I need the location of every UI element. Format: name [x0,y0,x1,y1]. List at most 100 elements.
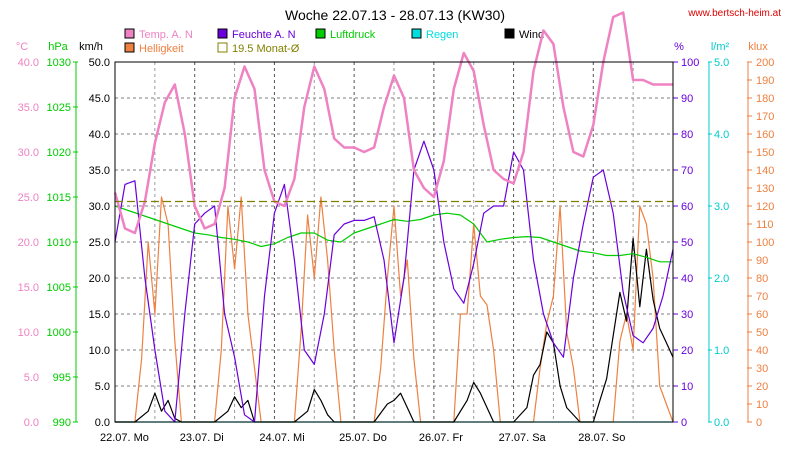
humidity-axis-tick-label: 100 [681,57,699,69]
humidity-axis-tick-label: 30 [681,309,693,321]
legend: Temp. A. N Feuchte A. N Luftdruck Regen Wind… [124,28,544,55]
pressure-axis-tick-label: 1030 [47,57,71,69]
humidity-axis-tick-label: 40 [681,273,693,285]
wind-axis-tick-label: 20.0 [89,273,110,285]
legend-label: Regen [426,29,458,41]
wind-axis-tick-label: 50.0 [89,57,110,69]
plot-frame [114,61,674,423]
chart-title: Woche 22.07.13 - 28.07.13 (KW30) [285,7,505,23]
temp-axis-tick-label: 35.0 [18,102,39,114]
pressure-axis-tick-label: 1005 [47,282,71,294]
pressure-axis-tick-label: 990 [53,417,71,429]
legend-swatch [411,28,422,39]
humidity-axis-tick-label: 70 [681,165,693,177]
rain-axis-tick-label: 5.0 [714,57,729,69]
legend-label: Wind [519,29,544,41]
light-axis-tick-label: 170 [756,111,774,123]
x-axis-labels: 22.07. Mo 23.07. Di 24.07. Mi 25.07. Do 26.0… [100,432,625,444]
light-axis-unit: klux [748,41,768,53]
light-axis: klux 20019018017016015014013012011010090… [747,41,774,429]
temp-axis-tick-label: 0.0 [24,417,39,429]
humidity-axis-tick-label: 80 [681,129,693,141]
x-tick-label: 24.07. Mi [259,432,304,444]
light-axis-tick-label: 20 [756,381,768,393]
legend-swatch [217,42,228,53]
legend-swatch [217,28,228,39]
light-axis-tick-label: 140 [756,165,774,177]
legend-label: Feuchte A. N [232,29,296,41]
wind-axis-tick-label: 0.0 [95,417,110,429]
rain-axis-tick-label: 1.0 [714,345,729,357]
light-axis-tick-label: 40 [756,345,768,357]
light-axis-tick-label: 50 [756,327,768,339]
rain-axis-unit: l/m² [711,41,730,53]
x-tick-label: 28.07. So [578,432,625,444]
light-axis-tick-label: 70 [756,291,768,303]
legend-swatch [124,42,135,53]
temp-axis-tick-label: 40.0 [18,57,39,69]
pressure-axis-tick-label: 1010 [47,237,71,249]
series-luftdruck [114,205,673,263]
humidity-axis-tick-label: 50 [681,237,693,249]
rain-axis: l/m² 5.0 4.0 3.0 2.0 1.0 0.0 [708,41,729,429]
humidity-axis-unit: % [674,41,684,53]
site-url[interactable]: www.bertsch-heim.at [687,8,781,19]
x-tick-label: 22.07. Mo [100,432,149,444]
wind-axis-tick-label: 5.0 [95,381,110,393]
light-axis-tick-label: 10 [756,399,768,411]
temp-axis-tick-label: 30.0 [18,147,39,159]
wind-axis-tick-label: 35.0 [89,165,110,177]
light-axis-tick-label: 30 [756,363,768,375]
wind-axis-tick-label: 40.0 [89,129,110,141]
light-axis-tick-label: 60 [756,309,768,321]
legend-swatch [124,28,135,39]
wind-axis-tick-label: 25.0 [89,237,110,249]
temp-axis-tick-label: 25.0 [18,192,39,204]
x-tick-label: 25.07. Do [339,432,387,444]
light-axis-tick-label: 150 [756,147,774,159]
pressure-axis-tick-label: 1000 [47,327,71,339]
legend-label: Temp. A. N [139,29,193,41]
light-axis-tick-label: 100 [756,237,774,249]
legend-label: Helligkeit [139,43,184,55]
rain-axis-tick-label: 0.0 [714,417,729,429]
temp-axis-tick-label: 15.0 [18,282,39,294]
rain-axis-tick-label: 2.0 [714,273,729,285]
humidity-axis-tick-label: 10 [681,381,693,393]
humidity-axis-tick-label: 0 [681,417,687,429]
pressure-axis-tick-label: 1020 [47,147,71,159]
light-axis-tick-label: 80 [756,273,768,285]
pressure-axis-tick-label: 1015 [47,192,71,204]
legend-swatch [315,28,326,39]
light-axis-tick-label: 180 [756,93,774,105]
pressure-axis-tick-label: 1025 [47,102,71,114]
light-axis-tick-label: 0 [756,417,762,429]
wind-axis-unit: km/h [79,41,103,53]
pressure-axis: hPa 1030 1025 1020 1015 1010 1005 1000 995 990 [47,41,78,429]
series-feuchte-a-n [114,140,674,423]
light-axis-tick-label: 110 [756,219,774,231]
light-axis-tick-label: 120 [756,201,774,213]
series-helligkeit [115,196,674,423]
legend-label: 19.5 Monat-Ø [232,43,300,55]
plot-series [113,11,674,423]
x-tick-label: 23.07. Di [180,432,224,444]
series-temp-a-n [113,11,673,235]
x-tick-label: 27.07. Sa [499,432,547,444]
humidity-axis-tick-label: 20 [681,345,693,357]
light-axis-tick-label: 190 [756,75,774,87]
humidity-axis-tick-label: 60 [681,201,693,213]
rain-axis-tick-label: 3.0 [714,201,729,213]
wind-axis-tick-label: 15.0 [89,309,110,321]
light-axis-tick-label: 90 [756,255,768,267]
rain-axis-tick-label: 4.0 [714,129,729,141]
wind-axis-tick-label: 30.0 [89,201,110,213]
temp-axis-tick-label: 10.0 [18,327,39,339]
legend-swatch [504,28,515,39]
temp-axis: °C 40.0 35.0 30.0 25.0 20.0 15.0 10.0 5.0 0.0 [16,41,39,429]
pressure-axis-unit: hPa [48,41,68,53]
plot-grid [115,62,673,422]
wind-axis-tick-label: 10.0 [89,345,110,357]
